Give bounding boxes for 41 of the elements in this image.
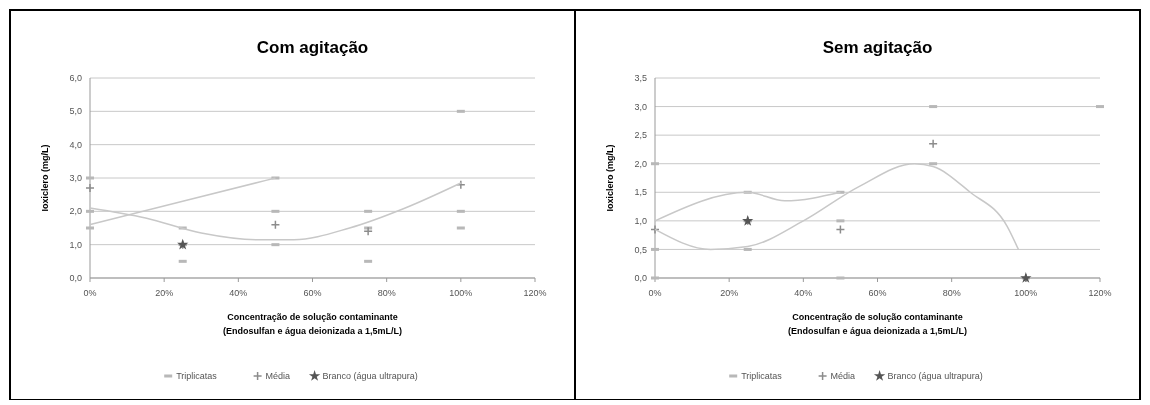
y-tick-label: 2,5 <box>634 130 647 141</box>
x-tick-label: 100% <box>1014 288 1038 298</box>
y-tick-label: 0,0 <box>634 273 647 284</box>
x-tick-label: 20% <box>155 288 174 298</box>
chart-title: Sem agitação <box>822 38 933 57</box>
x-tick-label: 80% <box>942 288 961 298</box>
y-axis-title: Ioxiclero (mg/L) <box>605 144 615 212</box>
x-tick-label: 100% <box>449 288 473 298</box>
legend-label: Branco (água ultrapura) <box>322 371 418 382</box>
x-axis-title: Concentração de solução contaminante (Endosulfan e água deionizada a 1,5mL/L) <box>222 312 403 336</box>
x-tick-label: 120% <box>1088 288 1112 298</box>
legend-label: Triplicatas <box>741 371 783 382</box>
y-tick-label: 1,5 <box>634 187 647 198</box>
x-tick-label: 80% <box>377 288 396 298</box>
y-tick-label: 2,0 <box>69 206 82 217</box>
y-tick-label: 0,5 <box>634 244 647 255</box>
y-tick-label: 3,0 <box>69 173 82 184</box>
legend-label: Triplicatas <box>176 371 218 382</box>
legend-label: Média <box>830 371 856 382</box>
x-tick-label: 60% <box>868 288 887 298</box>
x-tick-label: 60% <box>303 288 322 298</box>
legend-label: Média <box>265 371 291 382</box>
y-tick-label: 5,0 <box>69 106 82 117</box>
y-tick-label: 3,5 <box>634 73 647 84</box>
y-tick-label: 6,0 <box>69 73 82 84</box>
y-axis-title: Ioxiclero (mg/L) <box>40 144 50 212</box>
legend-label: Branco (água ultrapura) <box>887 371 983 382</box>
y-tick-label: 1,0 <box>634 216 647 227</box>
y-tick-label: 2,0 <box>634 158 647 169</box>
y-tick-label: 1,0 <box>69 239 82 250</box>
y-tick-label: 0,0 <box>69 273 82 284</box>
x-tick-label: 0% <box>83 288 97 298</box>
x-tick-label: 0% <box>648 288 662 298</box>
x-tick-label: 40% <box>794 288 813 298</box>
x-tick-label: 40% <box>229 288 248 298</box>
x-axis-title: Concentração de solução contaminante (Endosulfan e água deionizada a 1,5mL/L) <box>787 312 968 336</box>
y-tick-label: 3,0 <box>634 101 647 112</box>
x-tick-label: 120% <box>523 288 547 298</box>
chart-title: Com agitação <box>256 38 369 57</box>
y-tick-label: 4,0 <box>69 139 82 150</box>
x-tick-label: 20% <box>720 288 739 298</box>
